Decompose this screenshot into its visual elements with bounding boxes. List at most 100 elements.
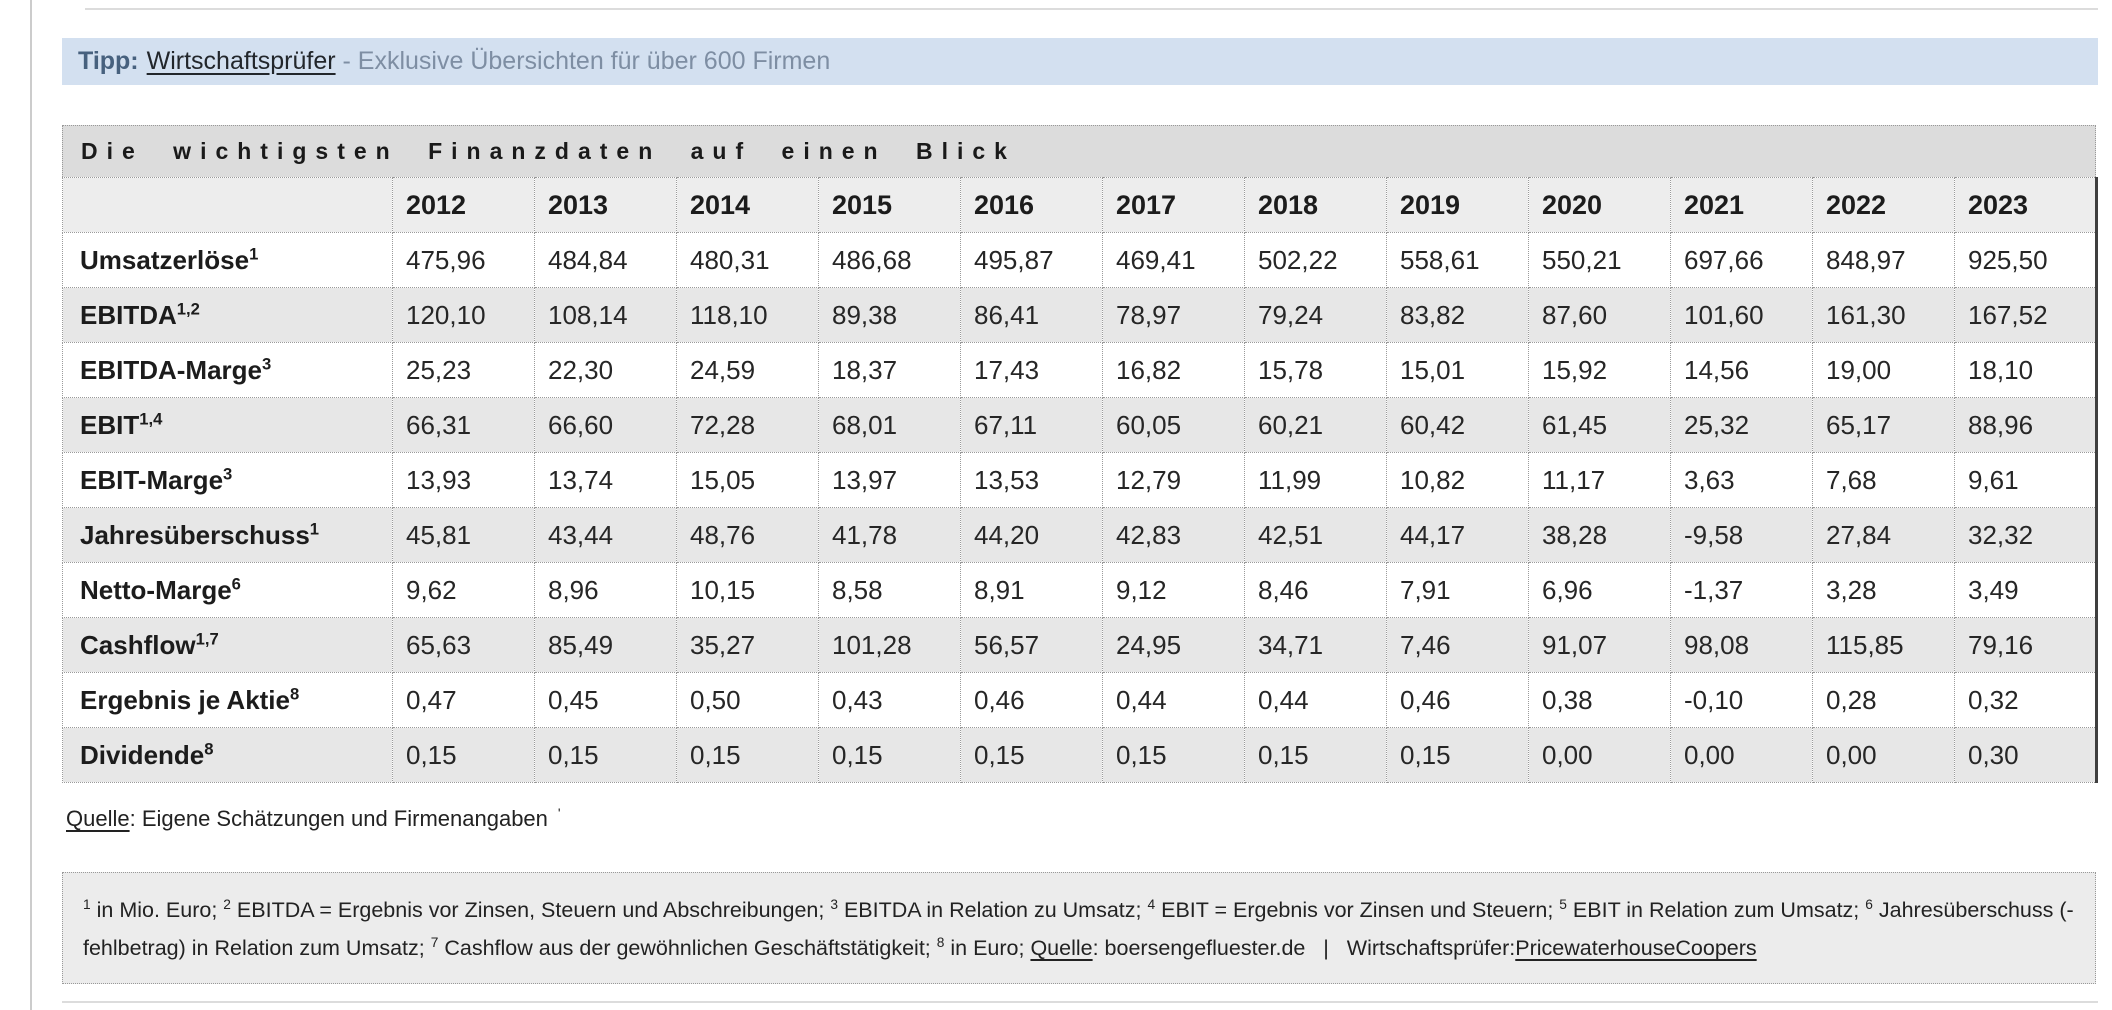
value-cell: 3,28 [1812,562,1955,618]
source-line: Quelle: Eigene Schätzungen und Firmenang… [66,806,561,832]
value-cell: 8,91 [960,562,1103,618]
pricewaterhousecoopers-link[interactable]: PricewaterhouseCoopers [1515,936,1757,960]
table-row: EBITDA-Marge3 25,23 22,30 24,59 18,37 17,43 16… [62,342,2097,398]
value-cell: 78,97 [1102,287,1245,343]
value-cell: 17,43 [960,342,1103,398]
footnote-segment: in Euro; [944,936,1031,960]
table-row: Netto-Marge6 9,62 8,96 10,15 8,58 8,91 9,12 8,4… [62,562,2097,618]
table-title: Die wichtigsten Finanzdaten auf einen Bl… [62,125,2096,177]
table-row: Umsatzerlöse1 475,96 484,84 480,31 486,68 495… [62,232,2097,288]
value-cell: 8,46 [1244,562,1387,618]
value-cell: 61,45 [1528,397,1671,453]
year-header: 2015 [818,177,961,233]
value-cell: 697,66 [1670,232,1813,288]
source-quelle-link[interactable]: Quelle [66,806,130,831]
table-row: Jahresüberschuss1 45,81 43,44 48,76 41,78 44,… [62,507,2097,563]
table-row: EBITDA1,2 120,10 108,14 118,10 89,38 86,41 78,… [62,287,2097,343]
value-cell: 161,30 [1812,287,1955,343]
value-cell: 8,58 [818,562,961,618]
footnote-sup: 2 [223,896,231,912]
value-cell: 0,45 [534,672,677,728]
row-label: EBITDA-Marge3 [62,342,393,398]
value-cell: 7,91 [1386,562,1529,618]
wirtschaftspruefer-link[interactable]: Wirtschaftsprüfer [146,47,336,75]
bottom-divider-line [62,1001,2098,1003]
value-cell: 0,32 [1954,672,2097,728]
value-cell: -0,10 [1670,672,1813,728]
footnote-segment: EBITDA = Ergebnis vor Zinsen, Steuern un… [230,898,831,922]
value-cell: 0,15 [392,727,535,783]
tip-label: Tipp: [78,47,139,75]
top-divider-line [85,8,2098,10]
value-cell: 56,57 [960,617,1103,673]
value-cell: 0,15 [1102,727,1245,783]
year-header-row: 2012 2013 2014 2015 2016 2017 2018 2019 2020 2021… [62,177,2097,233]
table-row: Cashflow1,7 65,63 85,49 35,27 101,28 56,57 24,… [62,617,2097,673]
finance-table: 2012 2013 2014 2015 2016 2017 2018 2019 2020 2021… [62,177,2098,783]
value-cell: 9,62 [392,562,535,618]
value-cell: 43,44 [534,507,677,563]
value-cell: 0,00 [1528,727,1671,783]
value-cell: 7,46 [1386,617,1529,673]
value-cell: 101,28 [818,617,961,673]
value-cell: 13,93 [392,452,535,508]
value-cell: 89,38 [818,287,961,343]
value-cell: 475,96 [392,232,535,288]
value-cell: 15,01 [1386,342,1529,398]
value-cell: 3,63 [1670,452,1813,508]
footnote-segment: EBITDA in Relation zu Umsatz; [837,898,1148,922]
value-cell: 65,17 [1812,397,1955,453]
value-cell: 0,30 [1954,727,2097,783]
value-cell: 8,96 [534,562,677,618]
row-label: Umsatzerlöse1 [62,232,393,288]
row-label: Dividende8 [62,727,393,783]
tip-banner: Tipp: Wirtschaftsprüfer - Exklusive Übers… [62,38,2098,85]
footnote-text: 1 in Mio. Euro; 2 EBITDA = Ergebnis vor … [83,896,2074,960]
value-cell: 484,84 [534,232,677,288]
value-cell: 11,99 [1244,452,1387,508]
year-header: 2019 [1386,177,1529,233]
value-cell: 87,60 [1528,287,1671,343]
value-cell: 0,15 [960,727,1103,783]
year-header: 2023 [1954,177,2097,233]
value-cell: 101,60 [1670,287,1813,343]
value-cell: 925,50 [1954,232,2097,288]
footnote-sup: 4 [1147,896,1156,912]
value-cell: 10,15 [676,562,819,618]
value-cell: 27,84 [1812,507,1955,563]
value-cell: 495,87 [960,232,1103,288]
value-cell: 13,53 [960,452,1103,508]
value-cell: 848,97 [1812,232,1955,288]
value-cell: 98,08 [1670,617,1813,673]
year-header: 2021 [1670,177,1813,233]
value-cell: 10,82 [1386,452,1529,508]
value-cell: 24,95 [1102,617,1245,673]
value-cell: 550,21 [1528,232,1671,288]
value-cell: 167,52 [1954,287,2097,343]
finance-table-section: Die wichtigsten Finanzdaten auf einen Bl… [62,125,2098,783]
value-cell: 68,01 [818,397,961,453]
value-cell: -9,58 [1670,507,1813,563]
value-cell: 115,85 [1812,617,1955,673]
value-cell: 0,15 [1244,727,1387,783]
value-cell: 9,61 [1954,452,2097,508]
value-cell: 0,28 [1812,672,1955,728]
footnote-segment: Cashflow aus der gewöhnlichen Geschäftst… [438,936,937,960]
year-header: 2014 [676,177,819,233]
footnote-sup: 6 [1865,896,1873,912]
value-cell: 0,50 [676,672,819,728]
value-cell: 3,49 [1954,562,2097,618]
value-cell: 44,20 [960,507,1103,563]
value-cell: 72,28 [676,397,819,453]
value-cell: 25,32 [1670,397,1813,453]
value-cell: 14,56 [1670,342,1813,398]
footnote-segment: : boersengefluester.de | Wirtschaftsprüf… [1092,936,1516,960]
value-cell: 41,78 [818,507,961,563]
value-cell: 0,15 [1386,727,1529,783]
footnote-sup: 7 [430,934,439,950]
value-cell: 91,07 [1528,617,1671,673]
value-cell: 67,11 [960,397,1103,453]
footnote-quelle-link[interactable]: Quelle [1030,936,1093,960]
value-cell: 0,15 [818,727,961,783]
value-cell: 6,96 [1528,562,1671,618]
